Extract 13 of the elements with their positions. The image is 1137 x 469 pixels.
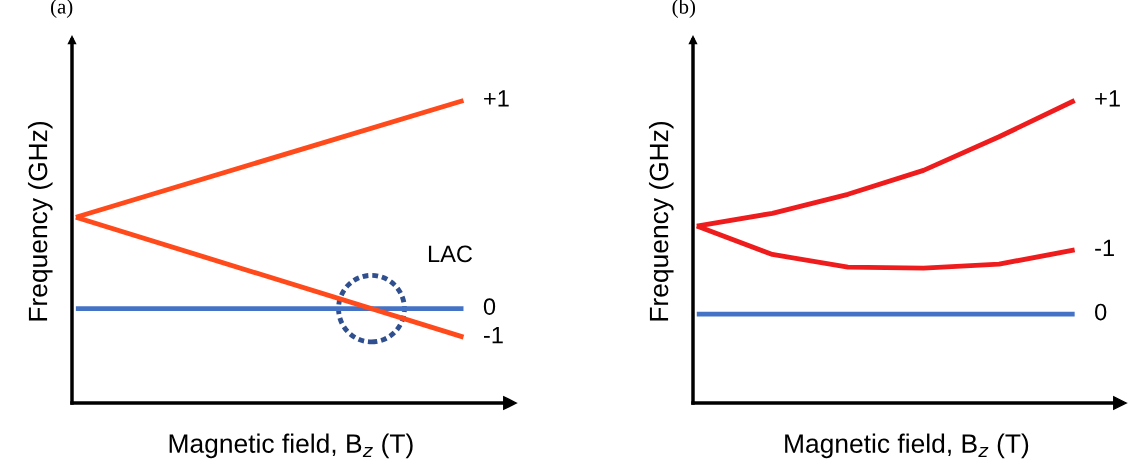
series-label: +1 — [484, 90, 509, 107]
series-label: +1 — [1095, 90, 1120, 107]
series-label: -1 — [1095, 239, 1114, 257]
x-axis-title: Magnetic field, B$_{z}$ (T) — [169, 433, 413, 459]
annotation: LAC — [428, 245, 473, 263]
y-axis-title: Frequency (GHz) — [27, 121, 53, 321]
series-label: -1 — [483, 326, 503, 344]
x-axis-title: Magnetic field, B$_{z}$ (T) — [785, 433, 1029, 459]
series-label: 0 — [1095, 303, 1107, 321]
y-axis-title: Frequency (GHz) — [648, 121, 674, 321]
chart-title: (a) — [51, 0, 73, 18]
series-label: 0 — [483, 298, 496, 315]
chart-title: (b) — [672, 0, 696, 18]
